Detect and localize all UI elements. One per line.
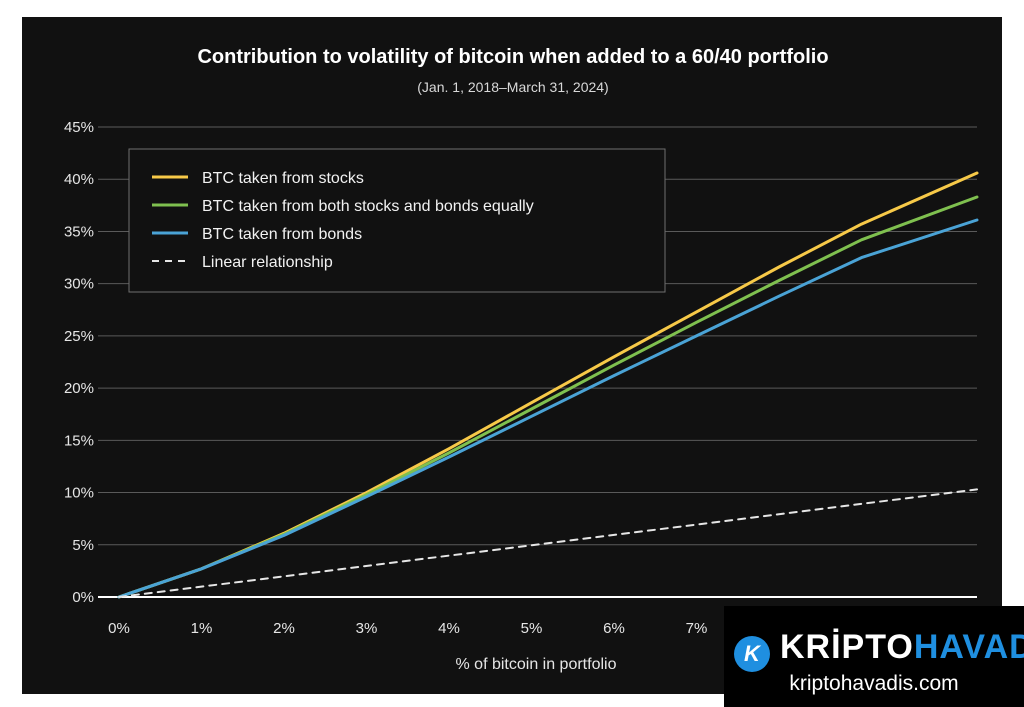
chart-svg: Contribution to volatility of bitcoin wh… (64, 46, 979, 673)
legend-label: BTC taken from bonds (202, 226, 362, 243)
x-tick-label: 4% (438, 620, 460, 637)
watermark-url: kriptohavadis.com (789, 672, 959, 695)
series-line-4 (118, 488, 978, 598)
x-tick-label: 1% (191, 620, 213, 637)
chart-title: Contribution to volatility of bitcoin wh… (197, 46, 828, 68)
x-axis-label: % of bitcoin in portfolio (456, 656, 617, 673)
series-line-3 (117, 218, 979, 599)
x-tick-label: 2% (273, 620, 295, 637)
watermark-logo-icon: K (734, 636, 770, 672)
y-tick-label: 0% (72, 589, 94, 606)
y-tick-label: 20% (64, 380, 94, 397)
x-tick-label: 5% (521, 620, 543, 637)
legend-label: Linear relationship (202, 254, 333, 271)
legend-label: BTC taken from stocks (202, 170, 364, 187)
y-tick-label: 25% (64, 328, 94, 345)
y-tick-label: 15% (64, 432, 94, 449)
x-tick-label: 3% (356, 620, 378, 637)
y-tick-label: 45% (64, 119, 94, 136)
y-tick-label: 30% (64, 276, 94, 293)
watermark-brand-part2: HAVADİS (913, 628, 1024, 666)
y-tick-label: 35% (64, 223, 94, 240)
y-tick-label: 5% (72, 537, 94, 554)
legend-label: BTC taken from both stocks and bonds equ… (202, 198, 534, 215)
chart-panel: Contribution to volatility of bitcoin wh… (22, 17, 1002, 694)
y-tick-label: 40% (64, 171, 94, 188)
watermark-brand: KRİPTOHAVADİS (780, 628, 1024, 667)
x-tick-label: 6% (603, 620, 625, 637)
y-tick-label: 10% (64, 485, 94, 502)
x-tick-label: 0% (108, 620, 130, 637)
legend-box (128, 148, 666, 293)
watermark-brand-part1: KRİPTO (780, 628, 914, 666)
chart-subtitle: (Jan. 1, 2018–March 31, 2024) (417, 79, 608, 95)
x-tick-label: 7% (686, 620, 708, 637)
watermark: K KRİPTOHAVADİS kriptohavadis.com (724, 606, 1024, 707)
